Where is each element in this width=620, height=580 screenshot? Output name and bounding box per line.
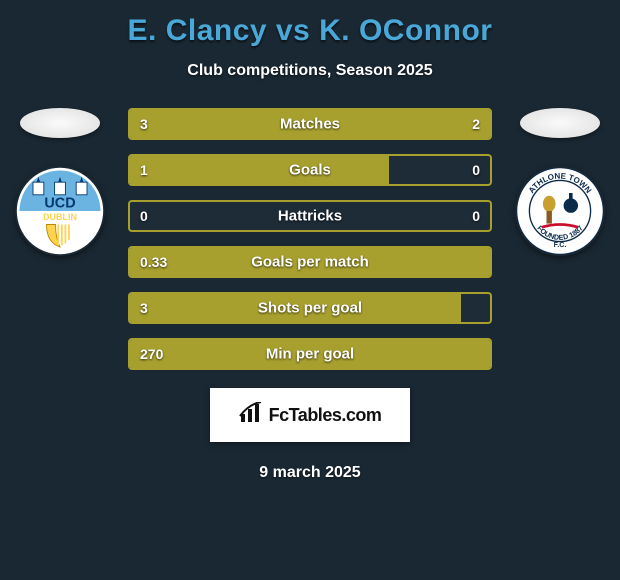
infographic-date: 9 march 2025 — [259, 464, 360, 482]
player-right-club-badge: ATHLONE TOWN FOUNDED 1887 F.C. — [515, 166, 605, 256]
stat-value-left: 0 — [140, 208, 148, 224]
stat-fill-right — [346, 110, 490, 138]
content-row: UCD DUBLIN 3 Matches 2 1 Goals 0 0 Hattricks 0 0.… — [0, 108, 620, 370]
stat-row: 270 Min per goal — [128, 338, 492, 370]
stat-value-left: 3 — [140, 300, 148, 316]
stat-row: 0.33 Goals per match — [128, 246, 492, 278]
stat-value-left: 3 — [140, 116, 148, 132]
page-subtitle: Club competitions, Season 2025 — [187, 62, 432, 80]
stat-label: Goals per match — [251, 254, 369, 271]
watermark-badge: FcTables.com — [210, 388, 410, 442]
svg-text:DUBLIN: DUBLIN — [43, 212, 77, 222]
stat-label: Goals — [289, 162, 331, 179]
svg-text:UCD: UCD — [44, 195, 75, 211]
player-left-column: UCD DUBLIN — [10, 108, 110, 256]
stat-label: Shots per goal — [258, 300, 362, 317]
stat-label: Hattricks — [278, 208, 342, 225]
stat-value-left: 270 — [140, 346, 163, 362]
stat-value-left: 0.33 — [140, 254, 167, 270]
player-left-photo-placeholder — [20, 108, 100, 138]
stat-row: 3 Matches 2 — [128, 108, 492, 140]
player-left-club-badge: UCD DUBLIN — [15, 166, 105, 256]
stat-fill-left — [130, 156, 389, 184]
stats-column: 3 Matches 2 1 Goals 0 0 Hattricks 0 0.33 Goals per… — [110, 108, 510, 370]
chart-icon — [239, 402, 263, 428]
player-right-column: ATHLONE TOWN FOUNDED 1887 F.C. — [510, 108, 610, 256]
player-right-photo-placeholder — [520, 108, 600, 138]
stat-label: Matches — [280, 116, 340, 133]
svg-text:F.C.: F.C. — [554, 240, 567, 249]
stat-value-right: 0 — [472, 208, 480, 224]
stat-value-right: 2 — [472, 116, 480, 132]
stat-label: Min per goal — [266, 346, 354, 363]
stat-row: 1 Goals 0 — [128, 154, 492, 186]
watermark-text: FcTables.com — [269, 405, 382, 426]
stat-row: 3 Shots per goal — [128, 292, 492, 324]
stat-row: 0 Hattricks 0 — [128, 200, 492, 232]
stat-value-right: 0 — [472, 162, 480, 178]
page-title: E. Clancy vs K. OConnor — [128, 14, 493, 48]
infographic-root: E. Clancy vs K. OConnor Club competition… — [0, 0, 620, 482]
stat-value-left: 1 — [140, 162, 148, 178]
